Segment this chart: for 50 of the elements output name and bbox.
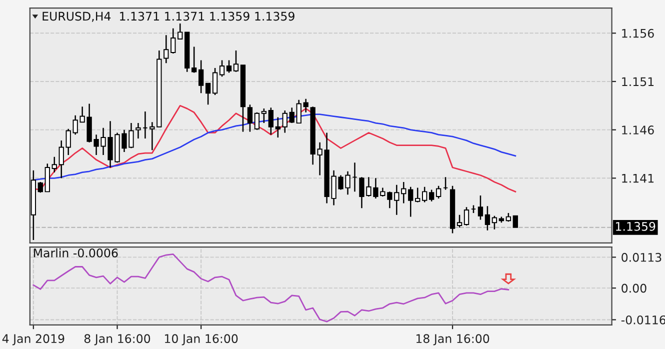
candlestick — [233, 50, 239, 72]
candlestick — [205, 82, 211, 106]
y-tick-label: 0.00 — [622, 284, 646, 293]
candlestick — [136, 122, 141, 140]
candlestick — [289, 106, 294, 124]
candlestick — [422, 186, 428, 203]
candlestick — [198, 60, 204, 94]
candlestick — [254, 112, 260, 130]
candlestick — [282, 110, 288, 134]
candlestick — [512, 215, 518, 228]
candlestick — [52, 156, 57, 173]
candlestick — [226, 60, 232, 74]
candlestick — [478, 194, 484, 220]
candlestick — [456, 214, 462, 228]
candlestick — [58, 140, 64, 179]
chart-title: EURUSD,H4 1.1371 1.1371 1.1359 1.1359 — [42, 12, 294, 22]
y-tick-label: 1.141 — [622, 174, 654, 183]
candlestick — [408, 186, 414, 218]
candlestick — [170, 28, 176, 54]
x-tick-label: 18 Jan 16:00 — [416, 334, 490, 346]
candlestick — [436, 185, 442, 200]
candlestick — [219, 60, 225, 78]
y-tick-label: 1.151 — [622, 77, 654, 86]
candlestick — [212, 67, 218, 96]
y-tick-label: 1.156 — [622, 28, 654, 38]
candlestick — [261, 108, 267, 124]
candlestick — [429, 189, 434, 202]
candlestick — [484, 206, 490, 231]
y-tick-label: 1.146 — [622, 126, 654, 134]
candlestick — [415, 187, 420, 203]
candlestick — [192, 46, 197, 74]
candlestick — [296, 99, 302, 124]
candlestick — [247, 104, 253, 132]
x-tick-label: 4 Jan 2019 — [2, 334, 64, 346]
candlestick — [464, 206, 470, 226]
candlestick — [178, 22, 183, 40]
x-tick-label: 8 Jan 16:00 — [84, 334, 150, 346]
candlestick — [164, 34, 169, 64]
ref-line-label: 1.1359 — [616, 222, 656, 231]
candlestick — [401, 181, 406, 204]
candlestick — [150, 121, 155, 151]
chart-title: Marlin -0.0006 — [34, 248, 118, 258]
y-tick-label: 0.0113 — [622, 252, 662, 262]
candlestick — [394, 184, 400, 216]
candlestick — [492, 215, 498, 230]
candlestick — [38, 181, 43, 194]
x-tick-label: 10 Jan 16:00 — [164, 334, 238, 346]
candlestick — [303, 98, 308, 114]
candlestick — [275, 116, 280, 138]
candlestick — [268, 106, 274, 136]
